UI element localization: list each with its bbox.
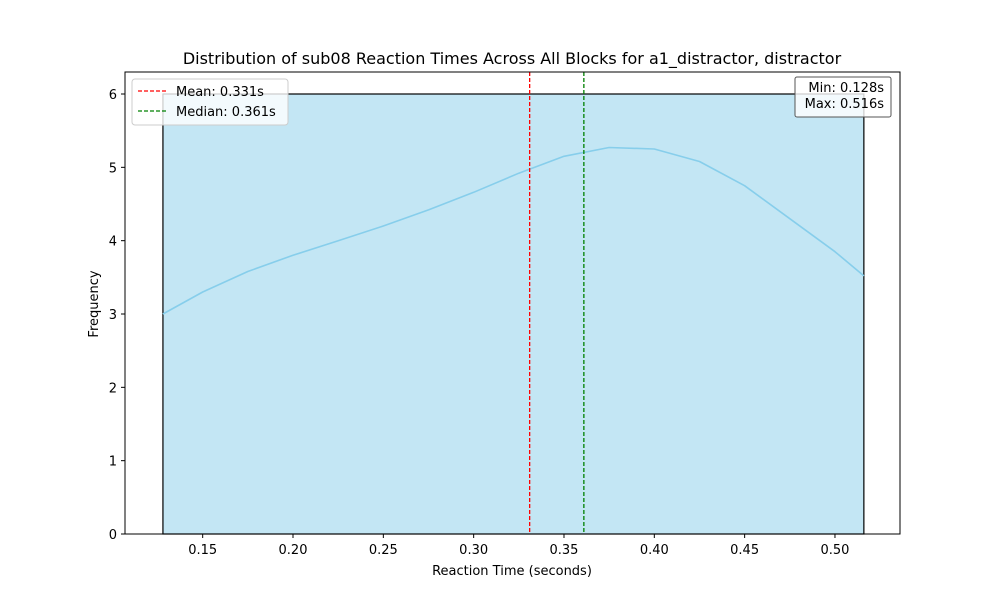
stats-max-label: Max: 0.516s — [805, 97, 885, 112]
stats-box: Min: 0.128s Max: 0.516s — [794, 76, 892, 118]
y-axis-label: Frequency — [87, 270, 102, 337]
y-tick-label: 6 — [109, 88, 117, 103]
x-tick-label: 0.15 — [188, 543, 217, 558]
axes-frame — [124, 71, 901, 535]
y-tick-label: 0 — [109, 528, 117, 543]
x-tick-label: 0.30 — [459, 543, 488, 558]
stats-box-frame — [794, 76, 892, 118]
legend-median-label: Median: 0.361s — [176, 105, 276, 120]
kde-curve — [162, 146, 865, 315]
y-tick-label: 3 — [109, 308, 117, 323]
y-tick-label: 5 — [109, 161, 117, 176]
stats-min-label: Min: 0.128s — [808, 81, 884, 96]
plot-area: 0.15 0.20 0.25 0.30 0.35 0.40 0.45 0.50 0 1 2 3 4 5 6 — [109, 71, 901, 558]
legend-frame — [131, 78, 289, 126]
x-tick-label: 0.40 — [640, 543, 669, 558]
x-tick-label: 0.35 — [550, 543, 579, 558]
x-tick-label: 0.25 — [369, 543, 398, 558]
y-tick-label: 1 — [109, 455, 117, 470]
y-tick-label: 2 — [109, 381, 117, 396]
x-axis-label: Reaction Time (seconds) — [432, 564, 592, 579]
x-tick-label: 0.20 — [279, 543, 308, 558]
y-tick-label: 4 — [109, 235, 117, 250]
x-tick-label: 0.50 — [820, 543, 849, 558]
x-tick-label: 0.45 — [730, 543, 759, 558]
legend-mean-label: Mean: 0.331s — [176, 85, 264, 100]
chart-title: Distribution of sub08 Reaction Times Acr… — [183, 49, 842, 69]
legend: Mean: 0.331s Median: 0.361s — [131, 78, 289, 126]
histogram-bar — [162, 93, 865, 535]
